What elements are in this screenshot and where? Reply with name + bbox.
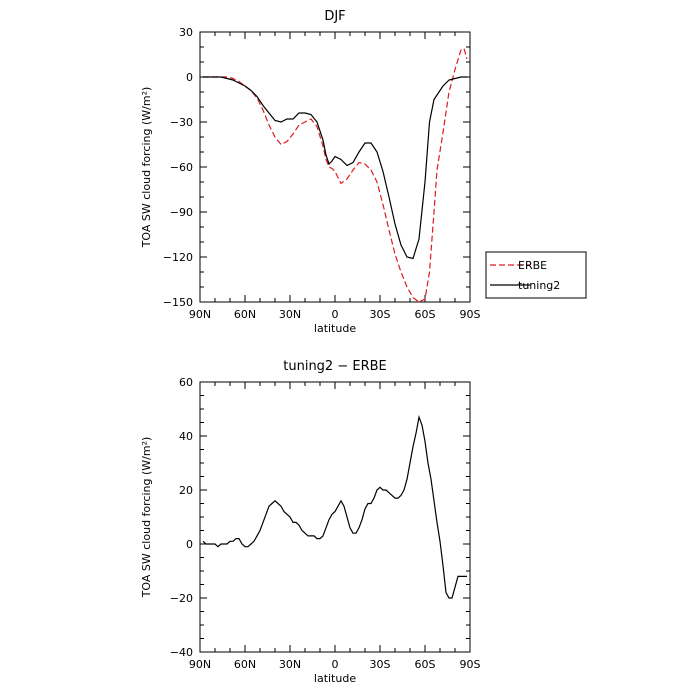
x-tick-label: 30N bbox=[279, 308, 301, 321]
x-tick-label: 90N bbox=[189, 308, 211, 321]
y-tick-label: −60 bbox=[170, 161, 193, 174]
x-tick-label: 90S bbox=[460, 308, 481, 321]
x-tick-label: 90N bbox=[189, 658, 211, 671]
x-tick-label: 30S bbox=[370, 658, 391, 671]
series-line-erbe bbox=[203, 47, 468, 302]
x-tick-label: 30S bbox=[370, 308, 391, 321]
chart-title: tuning2 − ERBE bbox=[283, 359, 387, 374]
y-tick-label: −90 bbox=[170, 206, 193, 219]
series-line-tuning2 bbox=[203, 76, 467, 260]
y-tick-label: 0 bbox=[186, 538, 193, 551]
legend: ERBE tuning2 bbox=[485, 251, 587, 299]
legend-label: tuning2 bbox=[518, 279, 560, 292]
x-tick-label: 60N bbox=[234, 658, 256, 671]
chart-panel-1: 90N 60N 30N 0 30S 60S 90S 30 0 −30 −60 −90 −120 −150 l… bbox=[140, 9, 481, 335]
x-axis-label: latitude bbox=[314, 322, 356, 335]
y-tick-label: 0 bbox=[186, 71, 193, 84]
plot-frame bbox=[199, 381, 471, 653]
chart-title: DJF bbox=[324, 9, 345, 24]
y-tick-label: 30 bbox=[179, 26, 193, 39]
legend-box bbox=[485, 251, 587, 299]
legend-label: ERBE bbox=[518, 259, 547, 272]
plot-frame bbox=[199, 31, 471, 303]
y-axis-label: TOA SW cloud forcing (W/m²) bbox=[140, 87, 153, 249]
series-line-difference bbox=[202, 414, 467, 599]
x-tick-label: 30N bbox=[279, 658, 301, 671]
y-tick-label: −20 bbox=[170, 592, 193, 605]
x-tick-label: 0 bbox=[332, 308, 339, 321]
y-tick-label: 40 bbox=[179, 430, 193, 443]
y-tick-label: 60 bbox=[179, 376, 193, 389]
x-tick-label: 60S bbox=[415, 658, 436, 671]
x-tick-label: 60N bbox=[234, 308, 256, 321]
x-tick-label: 90S bbox=[460, 658, 481, 671]
x-axis-label: latitude bbox=[314, 672, 356, 685]
x-tick-label: 0 bbox=[332, 658, 339, 671]
chart-panel-2: 90N 60N 30N 0 30S 60S 90S 60 40 20 0 −20 −40 latitude… bbox=[140, 359, 481, 685]
x-tick-label: 60S bbox=[415, 308, 436, 321]
y-tick-label: −150 bbox=[163, 296, 193, 309]
y-axis-label: TOA SW cloud forcing (W/m²) bbox=[140, 437, 153, 599]
y-tick-label: −40 bbox=[170, 646, 193, 659]
y-tick-label: 20 bbox=[179, 484, 193, 497]
y-tick-label: −30 bbox=[170, 116, 193, 129]
y-tick-label: −120 bbox=[163, 251, 193, 264]
